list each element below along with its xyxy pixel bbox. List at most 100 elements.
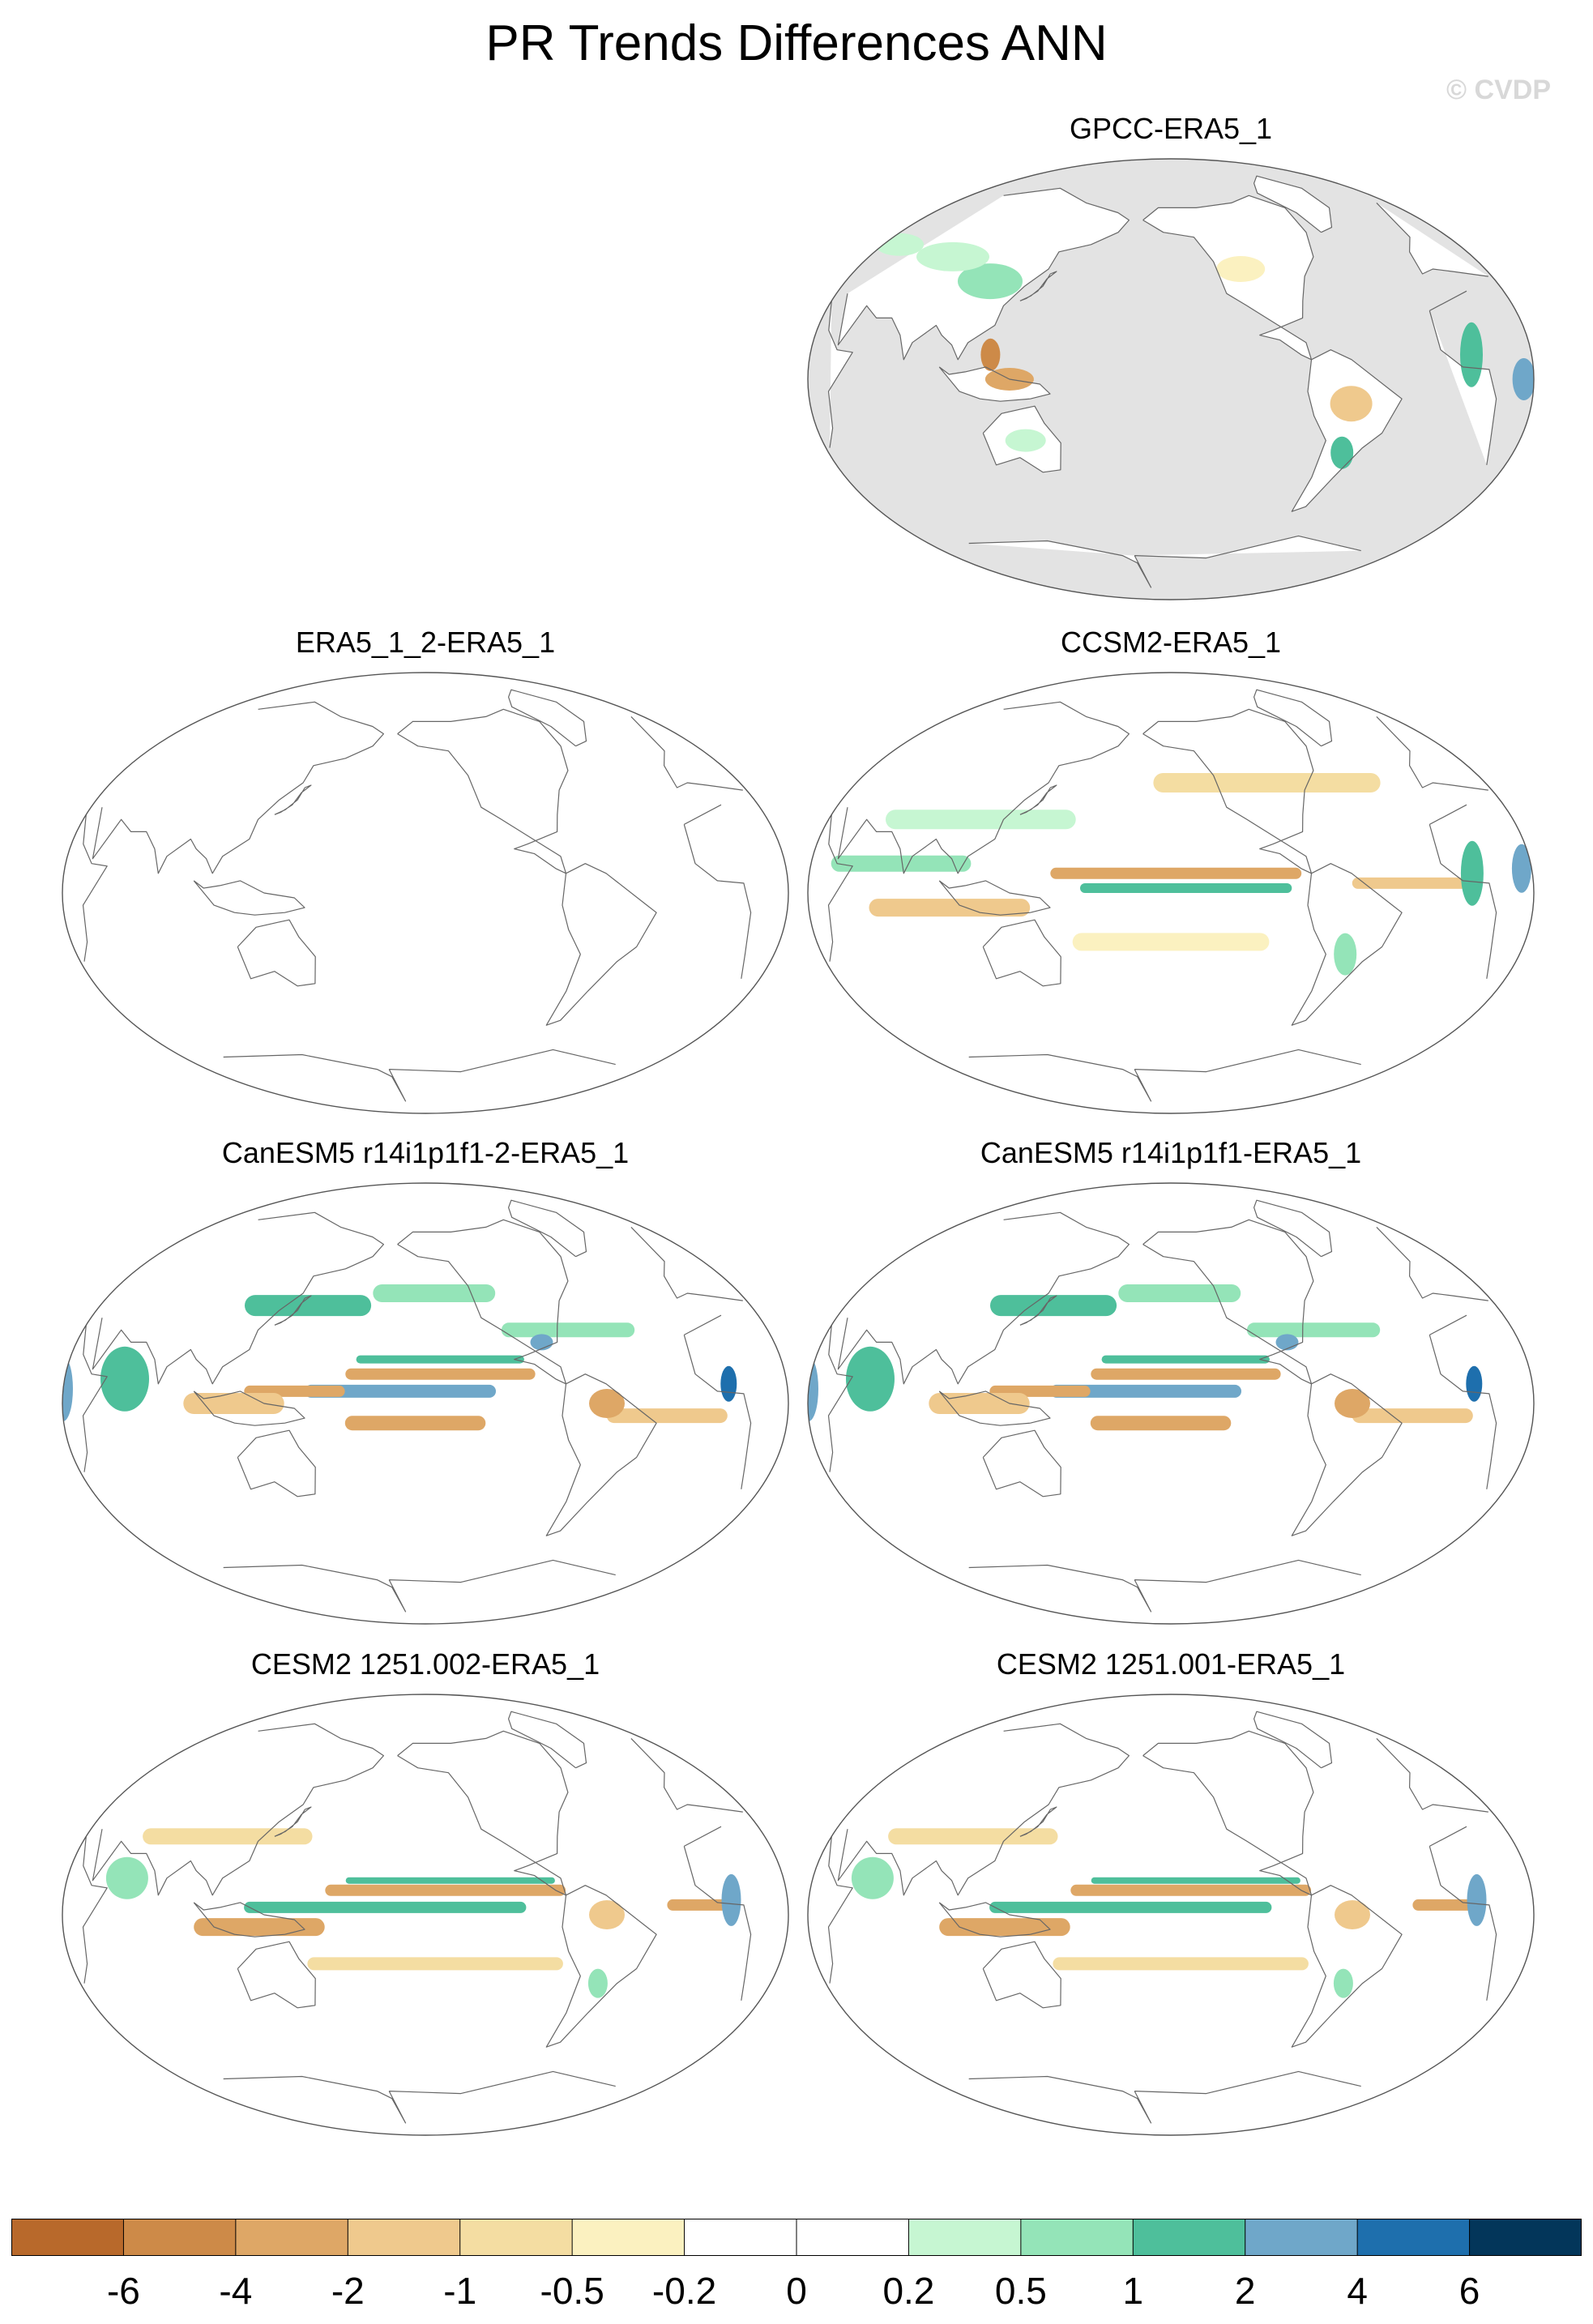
field-negative [1352, 877, 1473, 889]
cvdp-watermark: © CVDP [1446, 75, 1551, 105]
field-positive [721, 1873, 741, 1926]
colorbar-swatch [1133, 2219, 1246, 2256]
field-negative [1090, 1416, 1232, 1431]
coastline-antarctica [968, 1049, 1361, 1102]
field-positive [1005, 429, 1046, 452]
field-north-wet [1101, 1355, 1270, 1364]
coastline-indonesia [938, 1391, 1051, 1426]
globe-background [62, 673, 788, 1113]
field-positive [105, 1856, 148, 1899]
field-negative [1153, 773, 1381, 792]
coastline-namerica [1142, 708, 1314, 874]
colorbar-label: -2 [331, 2270, 365, 2312]
panel-title: CCSM2-ERA5_1 [1060, 626, 1282, 659]
coastline-japan [274, 784, 312, 815]
coastline-africa [82, 804, 752, 979]
coastline-antarctica [968, 1559, 1361, 1613]
field-positive [1118, 1284, 1241, 1302]
coastline-samerica [1291, 1373, 1403, 1536]
coastline-australia [237, 1941, 316, 2009]
coastline-africa [827, 804, 1497, 979]
field-positive [245, 1295, 372, 1317]
colorbar-label: 0 [786, 2270, 807, 2312]
field-positive [1511, 844, 1531, 893]
globe-background [62, 1183, 788, 1624]
coastline-australia [982, 919, 1061, 987]
coastline-africa [827, 1314, 1497, 1489]
coastline-eurasia [837, 1723, 1488, 1896]
field-negative [1072, 933, 1270, 951]
field-itcz-dry [325, 1884, 566, 1896]
field-negative [1352, 1408, 1473, 1424]
coastline-japan [1019, 784, 1057, 815]
field-negative [1412, 1899, 1473, 1911]
map-cesm2-002 [62, 1694, 789, 2136]
coastline-antarctica [223, 2070, 616, 2124]
map-canesm5 [807, 1182, 1535, 1625]
coastline-greenland [1253, 1711, 1333, 1769]
field-negative [1335, 1900, 1370, 1929]
coastline-namerica [397, 1730, 569, 1896]
field-negative [980, 338, 1001, 371]
coastline-japan [1019, 1295, 1057, 1326]
colorbar-label: -1 [443, 2270, 477, 2312]
map-ccsm2 [807, 672, 1535, 1114]
panel-title: CESM2 1251.001-ERA5_1 [996, 1647, 1346, 1681]
field-positive [958, 263, 1023, 300]
coastline-indonesia [938, 1902, 1051, 1937]
field-positive [1333, 1968, 1353, 1998]
field-positive [345, 1877, 555, 1884]
colorbar-swatch [348, 2219, 461, 2256]
field-negative [589, 1389, 625, 1418]
coastline-indonesia [193, 880, 305, 916]
field-equatorial-wet [989, 1901, 1272, 1913]
globe-outline [62, 672, 789, 1114]
field-negative [1216, 256, 1266, 282]
colorbar-label: -0.2 [651, 2270, 717, 2312]
field-strong-positive [1466, 1365, 1483, 1402]
panel-title: CESM2 1251.002-ERA5_1 [250, 1647, 600, 1681]
colorbar-label: 0.5 [994, 2270, 1047, 2312]
panel-era5-1-2: ERA5_1_2-ERA5_1 [57, 626, 794, 1136]
field-positive [530, 1334, 553, 1351]
coastline-samerica [1291, 349, 1403, 512]
colorbar-label: 1 [1122, 2270, 1144, 2312]
coastline-japan [1019, 1806, 1057, 1837]
globe-outline [62, 1694, 789, 2136]
colorbar-labels: -6 -4 -2 -1 -0.5 -0.2 0 0.2 0.5 1 2 4 6 [11, 2269, 1582, 2318]
coastline-samerica [545, 863, 657, 1026]
map-gpcc [807, 158, 1535, 600]
field-north-itcz-dry [1091, 1368, 1281, 1380]
coastline-namerica [1142, 1219, 1314, 1385]
coastline-greenland [508, 1711, 587, 1769]
field-itcz-dry [1070, 1884, 1312, 1896]
coastline-australia [982, 1941, 1061, 2009]
globe-background [62, 1694, 788, 2135]
page-title: PR Trends Differences ANN [485, 15, 1108, 71]
field-equatorial-wet [244, 1901, 527, 1913]
field-negative [929, 1393, 1030, 1414]
panel-title: GPCC-ERA5_1 [1069, 112, 1273, 145]
coastline-eurasia [92, 701, 743, 874]
globe-background [808, 1694, 1534, 2135]
field-positive [1091, 1877, 1300, 1884]
land-mask-greenland [1253, 176, 1332, 233]
colorbar-label: 4 [1347, 2270, 1368, 2312]
field-positive [501, 1322, 635, 1338]
land-mask-antarctica [968, 536, 1361, 587]
field-equatorial-wet [304, 1384, 496, 1398]
field-north-itcz-dry [345, 1368, 536, 1380]
coastline-eurasia [837, 701, 1488, 874]
coastline-samerica [1291, 863, 1403, 1026]
colorbar-label: 2 [1234, 2270, 1256, 2312]
coastline-antarctica [223, 1049, 616, 1102]
land-mask-samerica [1292, 349, 1403, 512]
coastline-africa [82, 1826, 752, 2001]
colorbar-swatch [572, 2219, 685, 2256]
map-fields [827, 689, 1531, 1102]
globe-outline [807, 158, 1535, 600]
coastline-greenland [508, 689, 587, 747]
panel-title: CanESM5 r14i1p1f1-2-ERA5_1 [221, 1136, 630, 1169]
coastline-namerica [1142, 194, 1314, 361]
coastline-africa [827, 1826, 1497, 2001]
